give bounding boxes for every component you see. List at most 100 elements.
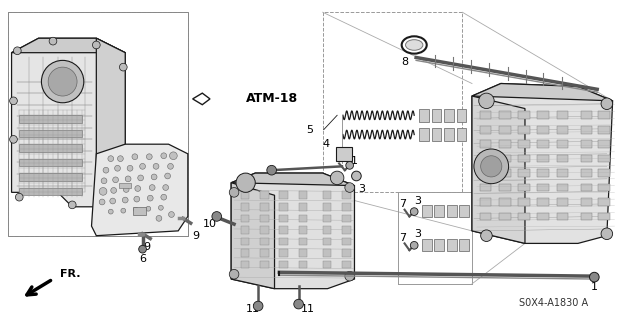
- Bar: [518, 169, 530, 177]
- Circle shape: [346, 161, 353, 169]
- Bar: [598, 169, 610, 177]
- Circle shape: [103, 167, 109, 173]
- Bar: [342, 261, 351, 269]
- Polygon shape: [472, 96, 525, 243]
- Bar: [19, 159, 82, 166]
- Text: 9: 9: [143, 242, 150, 252]
- Polygon shape: [231, 173, 355, 186]
- Bar: [120, 183, 131, 189]
- Circle shape: [133, 207, 138, 212]
- Text: 7: 7: [399, 233, 406, 243]
- Bar: [419, 128, 429, 141]
- Bar: [581, 155, 593, 162]
- Bar: [444, 128, 454, 141]
- Text: 8: 8: [401, 57, 408, 67]
- Bar: [538, 126, 549, 134]
- Bar: [279, 238, 288, 245]
- Circle shape: [151, 174, 157, 180]
- Bar: [133, 207, 147, 214]
- Bar: [557, 126, 568, 134]
- Circle shape: [236, 173, 255, 192]
- Bar: [557, 169, 568, 177]
- Circle shape: [170, 152, 177, 160]
- Circle shape: [120, 145, 127, 153]
- Bar: [557, 212, 568, 220]
- Circle shape: [212, 211, 221, 221]
- Bar: [456, 128, 466, 141]
- Circle shape: [168, 211, 174, 217]
- Bar: [299, 226, 307, 234]
- Text: 1: 1: [591, 282, 598, 292]
- Bar: [299, 191, 307, 199]
- Bar: [581, 212, 593, 220]
- Circle shape: [474, 149, 509, 184]
- Text: FR.: FR.: [60, 269, 80, 279]
- Bar: [260, 249, 269, 257]
- Bar: [447, 205, 456, 217]
- Circle shape: [156, 215, 162, 221]
- Bar: [499, 126, 511, 134]
- Bar: [518, 212, 530, 220]
- Text: 3: 3: [415, 196, 422, 206]
- Polygon shape: [231, 173, 355, 289]
- Bar: [342, 191, 351, 199]
- Bar: [342, 226, 351, 234]
- Bar: [431, 128, 441, 141]
- Bar: [299, 249, 307, 257]
- Text: 11: 11: [245, 304, 259, 314]
- Circle shape: [122, 197, 128, 203]
- Circle shape: [149, 185, 155, 190]
- Circle shape: [140, 163, 145, 169]
- Bar: [299, 203, 307, 211]
- Circle shape: [135, 186, 141, 191]
- Text: 11: 11: [301, 304, 316, 314]
- Circle shape: [13, 47, 21, 55]
- Bar: [499, 198, 511, 206]
- Text: 5: 5: [306, 125, 313, 135]
- Circle shape: [125, 176, 131, 182]
- Bar: [460, 205, 469, 217]
- Bar: [19, 130, 82, 137]
- Text: 9: 9: [192, 231, 199, 241]
- Circle shape: [410, 208, 418, 215]
- Text: ATM-18: ATM-18: [246, 93, 298, 105]
- Text: 11: 11: [344, 156, 358, 166]
- Bar: [598, 140, 610, 148]
- Bar: [538, 169, 549, 177]
- Bar: [323, 214, 332, 222]
- Circle shape: [351, 171, 361, 181]
- Bar: [342, 238, 351, 245]
- Bar: [538, 111, 549, 119]
- Polygon shape: [97, 38, 125, 207]
- Bar: [323, 249, 332, 257]
- Circle shape: [48, 67, 77, 96]
- Bar: [499, 184, 511, 191]
- Bar: [241, 261, 250, 269]
- Circle shape: [108, 156, 114, 161]
- Bar: [444, 108, 454, 122]
- Bar: [323, 203, 332, 211]
- Polygon shape: [472, 84, 612, 101]
- Bar: [422, 205, 431, 217]
- Bar: [323, 226, 332, 234]
- Circle shape: [121, 208, 125, 213]
- Circle shape: [267, 165, 276, 175]
- Ellipse shape: [406, 40, 423, 50]
- Bar: [598, 198, 610, 206]
- Bar: [581, 140, 593, 148]
- Circle shape: [161, 194, 166, 200]
- Polygon shape: [12, 38, 125, 53]
- Bar: [480, 126, 492, 134]
- Bar: [518, 111, 530, 119]
- Bar: [538, 198, 549, 206]
- Circle shape: [164, 173, 170, 179]
- Circle shape: [481, 156, 502, 177]
- Bar: [456, 108, 466, 122]
- Bar: [581, 169, 593, 177]
- Polygon shape: [12, 38, 125, 207]
- Bar: [447, 239, 456, 251]
- Bar: [260, 203, 269, 211]
- Circle shape: [118, 156, 124, 161]
- Circle shape: [345, 183, 355, 192]
- Circle shape: [110, 198, 116, 204]
